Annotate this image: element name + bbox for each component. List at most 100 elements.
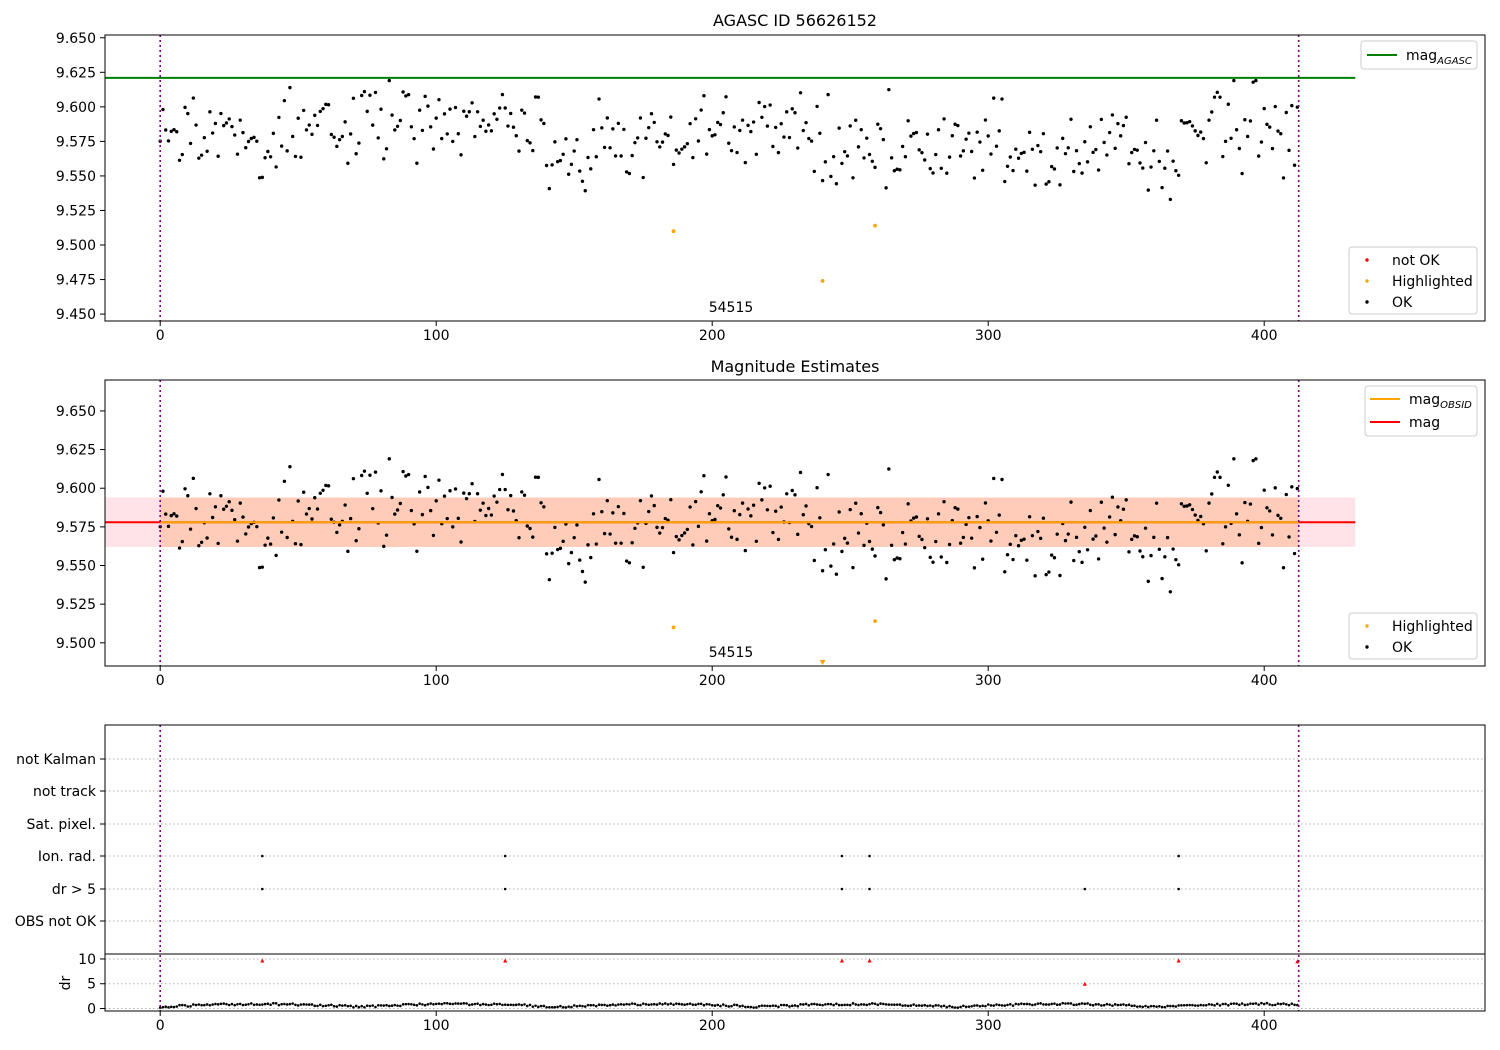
panel-2-ok-point-296 — [975, 514, 979, 519]
panel-2-ok-point-307 — [1005, 553, 1010, 557]
panel-2-ok-point-131 — [520, 490, 524, 494]
dr-point-322 — [1047, 1003, 1051, 1006]
panel-2-ok-point-134 — [528, 526, 532, 531]
dr-point-72 — [357, 1005, 361, 1009]
panel-1-ok-point-43 — [277, 115, 281, 120]
panel-2-ok-point-302 — [992, 476, 996, 481]
panel-2-title: Magnitude Estimates — [711, 357, 880, 376]
panel-1-ok-point-24 — [224, 121, 229, 125]
panel-2-ok-point-217 — [757, 481, 761, 486]
dr-point-211 — [741, 1004, 744, 1008]
panel-2-ok-point-113 — [470, 482, 474, 486]
dr-point-372 — [1185, 1003, 1189, 1007]
panel-2-ok-point-62 — [329, 517, 334, 521]
dr-point-351 — [1127, 1003, 1131, 1007]
panel-1-ok-point-268 — [898, 168, 902, 172]
panel-2-ok-point-88 — [401, 469, 405, 474]
dr-point-143 — [553, 1005, 557, 1009]
panel-2-ok-point-115 — [475, 492, 480, 496]
dr-point-342 — [1102, 1003, 1106, 1007]
panel-1-y-tick-label-9.550: 9.550 — [56, 169, 96, 185]
panel-1-ok-point-25 — [227, 117, 231, 121]
panel-2-ok-point-190 — [682, 531, 687, 535]
dr-point-67 — [343, 1003, 347, 1007]
legend-not-ok-label: not OK — [1392, 253, 1440, 269]
panel-1-ok-point-392 — [1240, 171, 1244, 176]
dr-point-202 — [716, 1003, 720, 1007]
dr-point-349 — [1122, 1003, 1125, 1006]
dr-point-217 — [757, 1004, 761, 1008]
panel-2-ok-point-229 — [790, 488, 794, 493]
panel-2-ok-point-233 — [801, 513, 805, 517]
dr-point-83 — [387, 1004, 391, 1008]
dr-point-385 — [1221, 1002, 1225, 1006]
panel-2-ok-point-158 — [594, 542, 598, 546]
panel-1-ok-point-219 — [762, 104, 767, 109]
panel-1-ok-point-95 — [420, 128, 425, 133]
dr-point-177 — [647, 1003, 651, 1007]
panel-2-legend-mag: magOBSID mag — [1364, 385, 1478, 437]
panel-2-ok-point-260 — [876, 505, 880, 510]
panel-2-ok-point-54 — [307, 506, 311, 511]
panel-1-ok-point-42 — [274, 165, 278, 169]
panel-2-ok-point-295 — [972, 566, 977, 570]
panel-2-ok-point-281 — [934, 539, 938, 544]
panel-1-ok-point-196 — [699, 108, 703, 112]
dr-point-386 — [1224, 1002, 1227, 1006]
panel-1-ok-point-385 — [1221, 154, 1225, 159]
panel-2-ok-point-195 — [696, 524, 701, 529]
panel-1-ok-point-246 — [837, 126, 841, 130]
panel-1-ok-point-115 — [475, 110, 480, 114]
panel-2-ok-point-259 — [873, 554, 877, 558]
dr-point-212 — [744, 1005, 747, 1009]
dr-point-109 — [459, 1002, 463, 1005]
dr-point-317 — [1033, 1003, 1037, 1006]
dr-point-108 — [456, 1002, 460, 1005]
panel-2-ok-point-321 — [1044, 572, 1048, 577]
panel-1-ok-point-199 — [707, 127, 712, 132]
panel-1-ok-point-357 — [1143, 140, 1148, 145]
panel-1-ok-point-343 — [1105, 153, 1109, 157]
dr-point-403 — [1271, 1003, 1274, 1007]
panel-1-ok-point-371 — [1182, 121, 1186, 125]
panel-1-ok-point-395 — [1248, 119, 1253, 123]
panel-2-ok-point-386 — [1223, 525, 1228, 529]
panel-1-ok-point-322 — [1047, 180, 1051, 184]
dr-point-352 — [1130, 1004, 1134, 1008]
panel-2-ok-point-351 — [1127, 550, 1131, 554]
panel-2-ok-point-45 — [282, 479, 287, 484]
dr-point-147 — [564, 1006, 568, 1009]
panel-1-ok-point-410 — [1290, 103, 1294, 108]
panel-1-ok-point-80 — [379, 107, 383, 111]
dr-point-28 — [236, 1002, 239, 1006]
panel-2-ok-point-70 — [351, 476, 356, 481]
panel-2-ok-point-38 — [263, 543, 267, 547]
dr-point-105 — [448, 1002, 452, 1006]
panel-2-ok-point-80 — [379, 489, 383, 493]
dr-point-44 — [280, 1002, 283, 1006]
dr-point-115 — [476, 1002, 479, 1005]
panel-2-y-tick-label-9.500: 9.500 — [56, 636, 96, 652]
panel-1-ok-point-298 — [980, 168, 985, 172]
legend-2-ok-label: OK — [1392, 640, 1413, 656]
dr-point-321 — [1044, 1003, 1048, 1006]
dr-point-91 — [410, 1002, 413, 1006]
panel-2-ok-point-150 — [572, 535, 576, 540]
panel-1-ok-point-32 — [246, 139, 251, 144]
dr-point-368 — [1174, 1005, 1178, 1008]
panel-2-ok-point-89 — [404, 474, 408, 478]
panel-2-ok-point-161 — [602, 531, 607, 536]
dr-point-81 — [382, 1004, 386, 1007]
panel-2-ok-point-94 — [417, 490, 422, 494]
panel-1-ok-point-260 — [876, 122, 880, 126]
dr-point-410 — [1290, 1002, 1294, 1006]
panel-1-ok-point-47 — [288, 85, 292, 90]
dr-point-381 — [1210, 1003, 1214, 1006]
dr-point-131 — [520, 1003, 524, 1007]
panel-1-ok-point-304 — [997, 129, 1001, 133]
panel-1-ok-point-76 — [368, 93, 372, 97]
dr-point-49 — [294, 1003, 297, 1007]
panel-1-highlighted-point-2 — [873, 223, 877, 228]
dr-point-33 — [249, 1002, 253, 1005]
dr-point-283 — [939, 1005, 943, 1008]
